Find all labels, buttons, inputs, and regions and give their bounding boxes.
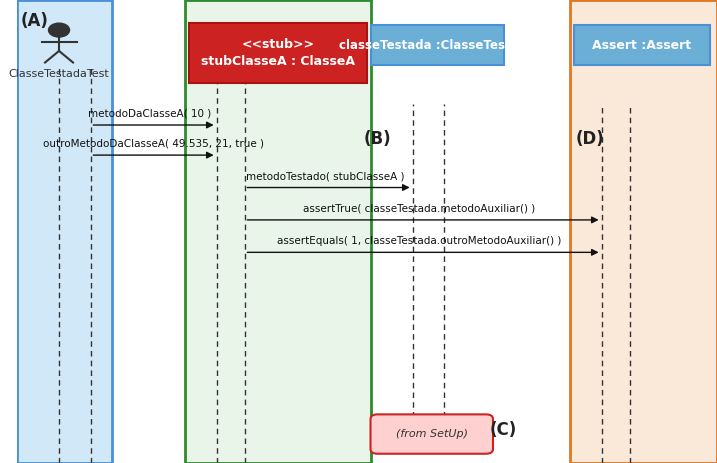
Text: (C): (C) [490, 421, 517, 439]
Text: metodoDaClasseA( 10 ): metodoDaClasseA( 10 ) [88, 108, 212, 118]
FancyBboxPatch shape [371, 25, 503, 65]
FancyBboxPatch shape [189, 23, 367, 83]
FancyBboxPatch shape [185, 0, 371, 463]
Text: <<stub>>
stubClasseA : ClasseA: <<stub>> stubClasseA : ClasseA [201, 38, 355, 68]
Text: ClasseTestadaTest: ClasseTestadaTest [9, 69, 110, 80]
Text: (from SetUp): (from SetUp) [396, 429, 467, 439]
Text: (A): (A) [21, 12, 49, 30]
Text: (B): (B) [364, 130, 391, 148]
Text: assertEquals( 1, classeTestada.outroMetodoAuxiliar() ): assertEquals( 1, classeTestada.outroMeto… [277, 236, 561, 246]
Circle shape [49, 23, 70, 37]
Text: outroMetodoDaClasseA( 49.535, 21, true ): outroMetodoDaClasseA( 49.535, 21, true ) [43, 138, 264, 149]
Text: Assert :Assert: Assert :Assert [592, 38, 691, 52]
Text: assertTrue( classeTestada.metodoAuxiliar() ): assertTrue( classeTestada.metodoAuxiliar… [303, 203, 536, 213]
FancyBboxPatch shape [570, 0, 717, 463]
Text: metodoTestado( stubClasseA ): metodoTestado( stubClasseA ) [246, 171, 404, 181]
Text: classeTestada :ClasseTestada: classeTestada :ClasseTestada [339, 38, 535, 52]
FancyBboxPatch shape [17, 0, 112, 463]
Text: (D): (D) [576, 130, 604, 148]
FancyBboxPatch shape [574, 25, 710, 65]
FancyBboxPatch shape [371, 414, 493, 454]
